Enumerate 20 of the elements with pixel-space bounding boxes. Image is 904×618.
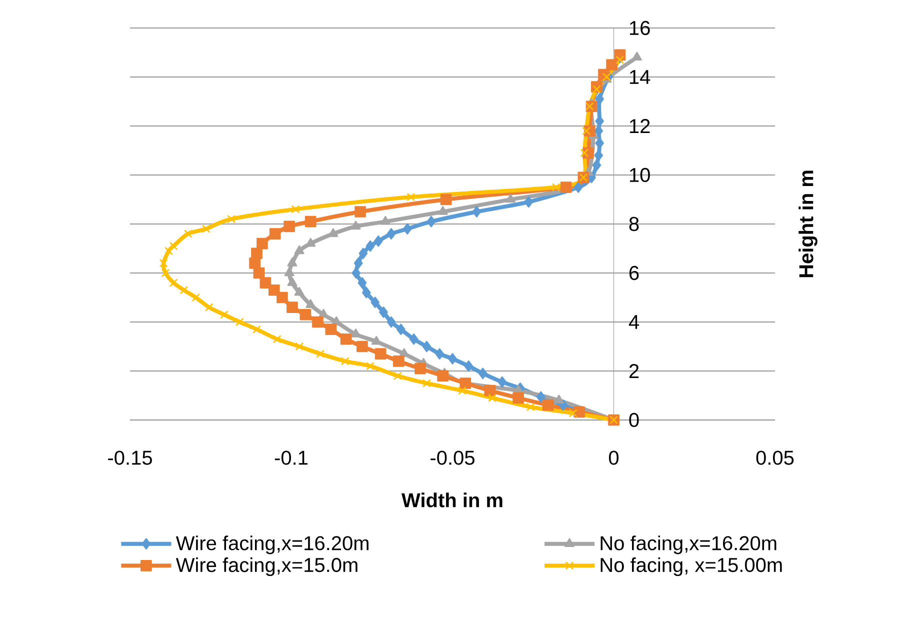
legend-label: Wire facing,x=16.20m <box>176 536 368 554</box>
x-tick-label: 0.05 <box>756 450 794 465</box>
y-tick-label: 4 <box>628 315 639 329</box>
x-axis-title: Width in m <box>402 492 502 508</box>
y-tick-label: 0 <box>629 412 639 428</box>
y-tick-label: 6 <box>629 266 639 280</box>
x-tick-label: 0 <box>608 450 619 465</box>
legend-label: No facing, x=15.00m <box>600 557 782 576</box>
y-axis-title: Height in m <box>798 170 818 278</box>
legend-label: Wire facing,x=15.0m <box>176 557 358 576</box>
y-tick-label: 8 <box>629 216 639 232</box>
y-tick-label: 14 <box>630 70 650 84</box>
y-tick-label: 10 <box>630 168 650 182</box>
y-tick-label: 12 <box>630 119 650 133</box>
x-tick-label: -0.15 <box>108 450 152 465</box>
y-tick-label: 2 <box>629 364 639 378</box>
x-tick-label: -0.1 <box>274 450 308 465</box>
legend-label: No facing,x=16.20m <box>600 536 776 554</box>
y-tick-label: 16 <box>630 20 650 36</box>
x-tick-label: -0.05 <box>430 450 474 465</box>
